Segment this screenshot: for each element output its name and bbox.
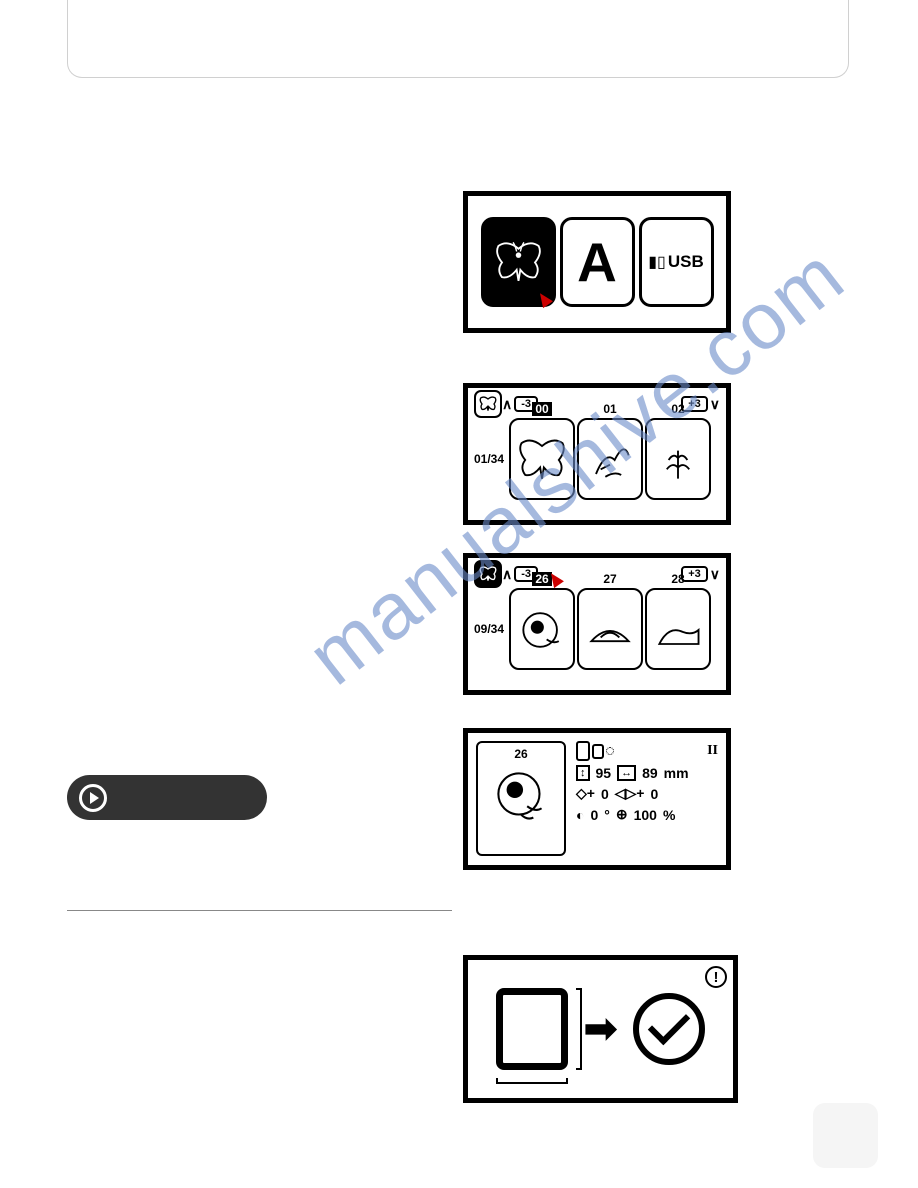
design-slot-00[interactable]: 00 — [509, 418, 575, 500]
zoom-value: 100 — [634, 807, 657, 823]
design-preview-icon — [490, 761, 552, 833]
zoom-icon: ⊕ — [616, 806, 628, 823]
arrow-right-icon: ➡ — [584, 1006, 618, 1052]
category-butterfly-icon[interactable] — [474, 560, 502, 588]
lcd-design-browser-2: -3 +3 09/34 26 27 28 — [463, 553, 731, 695]
design-number: 02 — [668, 402, 687, 416]
hpos-icon: ◁▷+ — [615, 785, 645, 802]
lcd-hoop-confirm: ! ➡ — [463, 955, 738, 1103]
design-preview-icon — [650, 602, 706, 658]
mirror-icon: ◐ — [576, 807, 584, 823]
letter-a-label: A — [577, 230, 617, 294]
zoom-unit: % — [663, 807, 675, 823]
roman-numeral: II — [707, 743, 718, 759]
mode-usb-button[interactable]: ▮▯USB — [639, 217, 714, 307]
mode-embroidery-button[interactable] — [481, 217, 556, 307]
design-preview-icon — [582, 602, 638, 658]
vpos-icon: ◇+ — [576, 785, 595, 802]
start-button[interactable] — [67, 775, 267, 820]
divider — [67, 910, 452, 911]
usb-connector-icon: ▮▯ — [648, 252, 666, 272]
top-content-box — [67, 0, 849, 78]
vpos-value: 0 — [601, 786, 609, 802]
usb-label: ▮▯USB — [648, 252, 704, 272]
preview-number: 26 — [514, 747, 527, 761]
hoop-icons — [576, 741, 614, 761]
chevron-down-icon — [710, 566, 720, 583]
design-preview-icon — [514, 432, 570, 488]
design-slot-26[interactable]: 26 — [509, 588, 575, 670]
hpos-value: 0 — [650, 786, 658, 802]
checkmark-icon — [648, 1003, 690, 1045]
play-icon — [79, 784, 107, 812]
butterfly-icon — [491, 235, 546, 290]
page-indicator: 01/34 — [474, 452, 504, 466]
confirm-button[interactable] — [633, 993, 705, 1065]
height-icon: ↕ — [576, 765, 590, 781]
design-number: 28 — [668, 572, 687, 586]
selection-arrow-icon — [538, 292, 558, 312]
hoop-size-icon — [496, 988, 568, 1070]
lcd-design-browser-1: -3 +3 01/34 00 01 02 — [463, 383, 731, 525]
design-number: 00 — [532, 402, 551, 416]
design-slot-27[interactable]: 27 — [577, 588, 643, 670]
design-slot-28[interactable]: 28 — [645, 588, 711, 670]
hoop-size-row: II — [576, 741, 718, 761]
lcd-mode-select: A ▮▯USB — [463, 191, 731, 333]
design-preview-icon — [650, 432, 706, 488]
chevron-down-icon — [710, 396, 720, 413]
design-slot-02[interactable]: 02 — [645, 418, 711, 500]
width-unit: mm — [664, 765, 689, 781]
chevron-up-icon — [502, 566, 512, 583]
category-butterfly-icon[interactable] — [474, 390, 502, 418]
selection-arrow-icon — [549, 572, 569, 592]
design-preview-icon — [582, 432, 638, 488]
height-value: 95 — [596, 765, 612, 781]
mode-lettering-button[interactable]: A — [560, 217, 635, 307]
design-number: 01 — [600, 402, 619, 416]
design-preview-box: 26 — [476, 741, 566, 856]
design-slot-01[interactable]: 01 — [577, 418, 643, 500]
alert-icon: ! — [705, 966, 727, 988]
chevron-up-icon — [502, 396, 512, 413]
page-indicator: 09/34 — [474, 622, 504, 636]
design-preview-icon — [514, 602, 570, 658]
width-icon: ↔ — [617, 765, 636, 781]
rotation-value: 0 — [590, 807, 598, 823]
page-number-badge — [813, 1103, 878, 1168]
design-number: 27 — [600, 572, 619, 586]
lcd-design-info: 26 II ↕ 95 ↔ 89 mm ◇+ 0 ◁▷+ 0 ◐ 0° — [463, 728, 731, 870]
width-value: 89 — [642, 765, 658, 781]
